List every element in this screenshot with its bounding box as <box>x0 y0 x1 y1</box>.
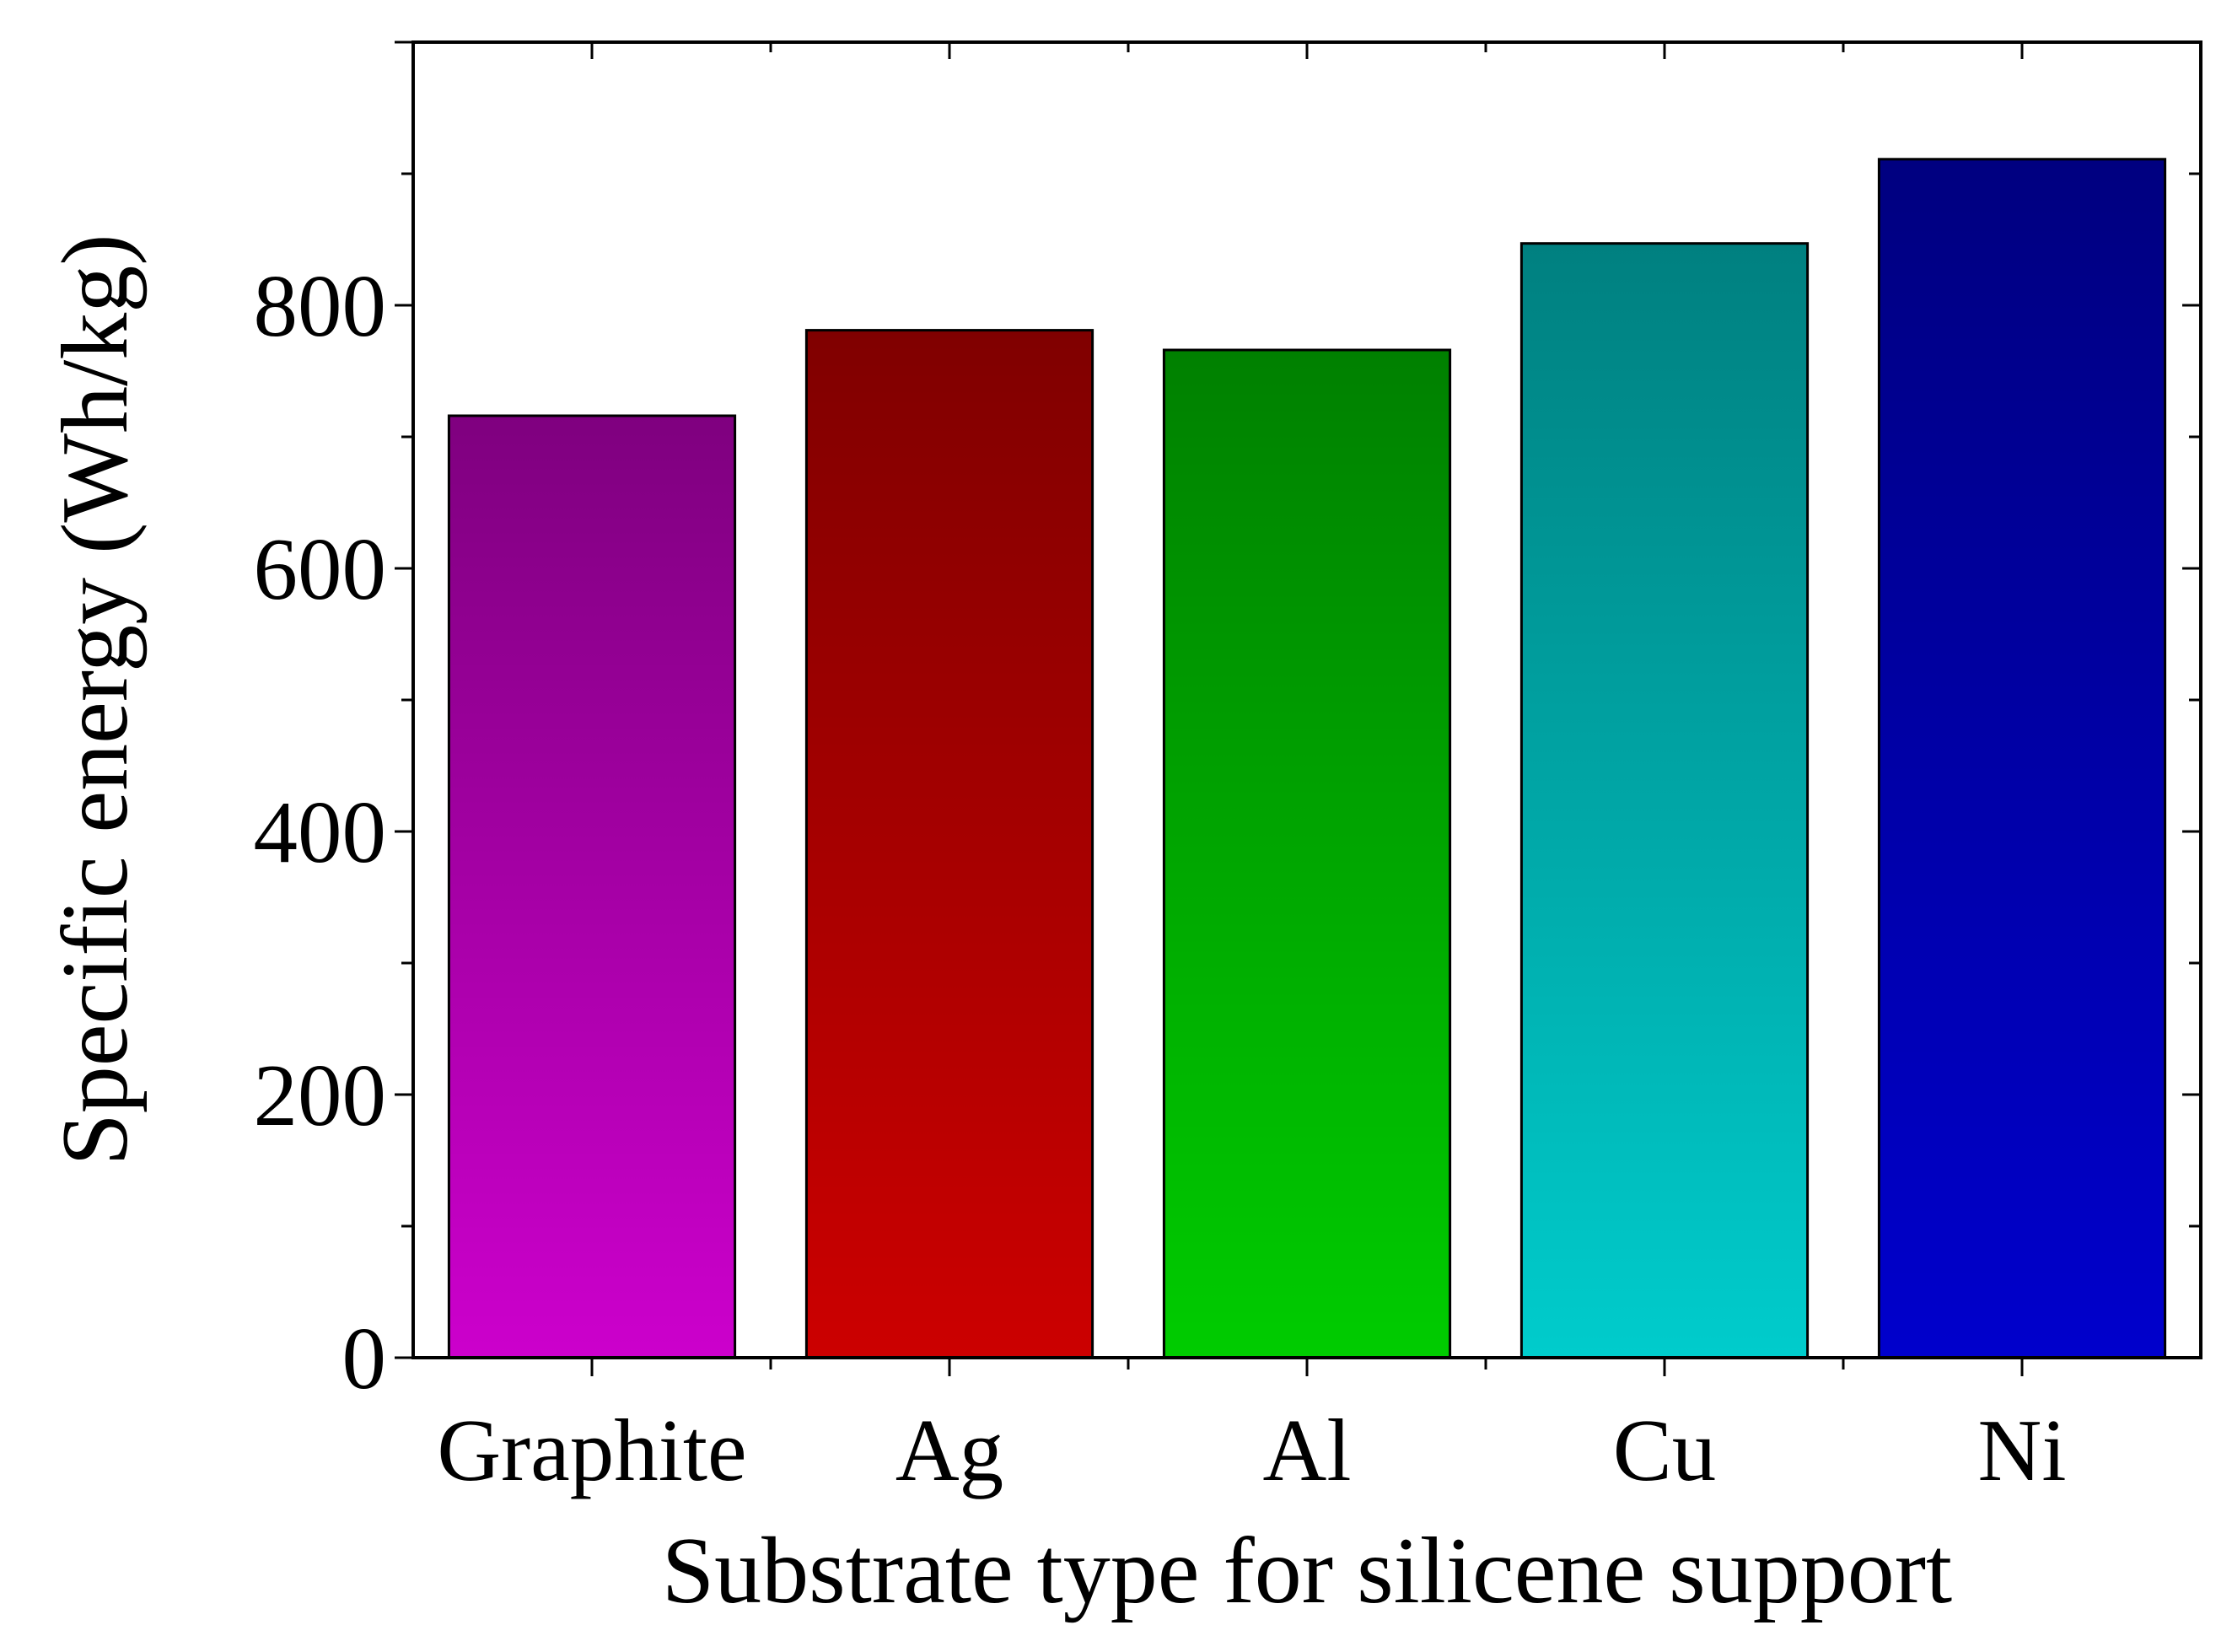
y-axis-tick-labels: 0 200 400 600 800 <box>254 256 387 1407</box>
y-axis-title: Specific energy (Wh/kg) <box>43 234 148 1165</box>
x-tick-label-graphite: Graphite <box>437 1401 746 1499</box>
x-axis-title: Substrate type for silicene support <box>662 1519 1952 1623</box>
x-tick-label-ag: Ag <box>895 1401 1003 1499</box>
x-tick-label-al: Al <box>1263 1401 1352 1499</box>
bar-cu <box>1519 242 1810 1359</box>
bar-ni <box>1877 158 2167 1359</box>
y-tick-label: 600 <box>254 519 387 618</box>
bar-al <box>1162 348 1452 1359</box>
x-tick-label-ni: Ni <box>1978 1401 2067 1499</box>
y-tick-label: 200 <box>254 1046 387 1144</box>
bar-graphite <box>447 414 737 1359</box>
y-tick-label: 0 <box>342 1309 387 1407</box>
x-tick-label-cu: Cu <box>1613 1401 1717 1499</box>
y-tick-label: 400 <box>254 783 387 881</box>
bar-ag <box>804 329 1094 1359</box>
y-axis-ticks <box>395 40 2201 1359</box>
x-axis-ticks <box>590 42 2024 1376</box>
bars-group <box>447 158 2167 1359</box>
y-tick-label: 800 <box>254 256 387 355</box>
x-axis-tick-labels: Graphite Ag Al Cu Ni <box>437 1401 2066 1499</box>
